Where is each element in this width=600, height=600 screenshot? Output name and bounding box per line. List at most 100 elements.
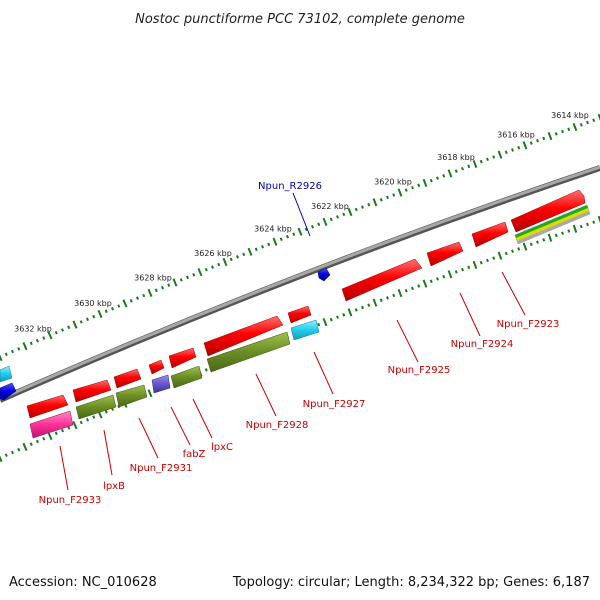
scale-ticks [0,113,600,362]
minor-tick [154,288,158,293]
major-tick [172,278,178,287]
minor-tick [567,127,571,132]
minor-tick [479,260,483,265]
minor-tick [579,224,583,229]
kbp-label: 3616 kbp [497,131,535,140]
kbp-label: 3620 kbp [374,177,412,186]
label-lpxB: lpxB [103,481,125,492]
gene-lpxB[interactable] [72,379,112,403]
kbp-label: 3618 kbp [437,153,475,162]
minor-tick [342,212,346,217]
label-Npun_F2925: Npun_F2925 [388,365,451,376]
major-tick [547,233,553,242]
cog-blue-edge [0,382,17,401]
minor-tick [85,317,90,322]
major-tick [572,122,578,132]
gene-Npun_F2931[interactable] [113,368,142,389]
minor-tick [317,322,321,327]
minor-tick [586,222,589,227]
major-tick [297,227,303,236]
kbp-label: 3628 kbp [134,274,172,283]
minor-tick [342,313,346,317]
rna-feature: Npun_R2926 [258,181,331,282]
minor-tick [467,265,471,270]
minor-tick [329,217,333,222]
minor-tick [404,188,408,192]
gene-fabZ[interactable] [148,359,165,375]
gene-features [26,189,586,419]
minor-tick [454,169,458,173]
kbp-label: 3626 kbp [194,249,232,258]
minor-tick [329,317,333,322]
minor-tick [461,166,464,171]
minor-tick [417,183,421,188]
minor-tick [429,178,433,183]
gene-Npun_F2924[interactable] [471,221,509,248]
minor-tick [517,247,521,251]
major-tick [372,298,378,307]
gene-lpxC[interactable] [168,347,197,369]
major-tick [522,242,528,251]
minor-tick [379,198,383,202]
minor-tick [392,293,396,298]
label-Npun_F2927: Npun_F2927 [303,399,366,410]
minor-tick [586,120,589,125]
minor-tick [417,284,421,288]
minor-tick [529,141,533,145]
minor-tick [67,426,71,430]
gene-Npun_F2925a[interactable] [426,241,464,267]
gene-Npun_F2928[interactable] [203,315,284,357]
gene-Npun_F2923[interactable] [510,189,586,233]
major-tick [97,309,103,319]
gene-Npun_F2927[interactable] [287,305,312,324]
minor-tick [511,148,514,152]
label-Npun_F2928: Npun_F2928 [246,420,309,431]
gene-Npun_F2933[interactable] [26,394,69,419]
minor-tick [279,237,283,241]
major-tick [422,279,428,288]
minor-tick [467,164,471,169]
minor-tick [92,415,96,419]
minor-tick [179,278,183,282]
minor-tick [10,450,15,455]
minor-tick [511,249,514,253]
minor-tick [54,431,58,436]
minor-tick [436,277,439,281]
major-tick [447,169,453,178]
cog-cyan-1 [290,319,320,341]
minor-tick [429,279,433,284]
label-Npun_F2931: Npun_F2931 [130,463,193,474]
minor-tick [386,296,389,300]
major-tick [597,113,600,121]
major-tick [197,268,203,277]
minor-tick [54,330,58,335]
minor-tick [361,305,364,310]
major-tick [22,442,28,452]
cog-features [0,204,591,439]
major-tick [522,141,528,150]
minor-tick [386,195,389,200]
accession-text: Accession: NC_010628 [9,575,157,590]
gene-Npun_F2925[interactable] [341,258,423,302]
minor-tick [142,293,146,298]
minor-tick [29,442,33,447]
minor-tick [235,255,240,259]
minor-tick [167,283,171,287]
minor-tick [336,215,339,219]
minor-tick [542,136,546,141]
minor-tick [229,257,233,262]
minor-tick [536,138,539,143]
gene-Npun_R2926[interactable] [317,267,331,282]
major-tick [22,342,28,351]
minor-tick [361,205,364,209]
minor-tick [579,123,583,127]
major-tick [422,178,428,188]
minor-tick [160,285,165,290]
genome-backbone [0,165,600,403]
minor-tick [85,418,90,422]
major-tick [47,431,53,441]
cog-cyan-edge [0,365,13,383]
cog-olive-4 [75,394,117,420]
major-tick [322,318,328,327]
minor-tick [117,304,121,308]
